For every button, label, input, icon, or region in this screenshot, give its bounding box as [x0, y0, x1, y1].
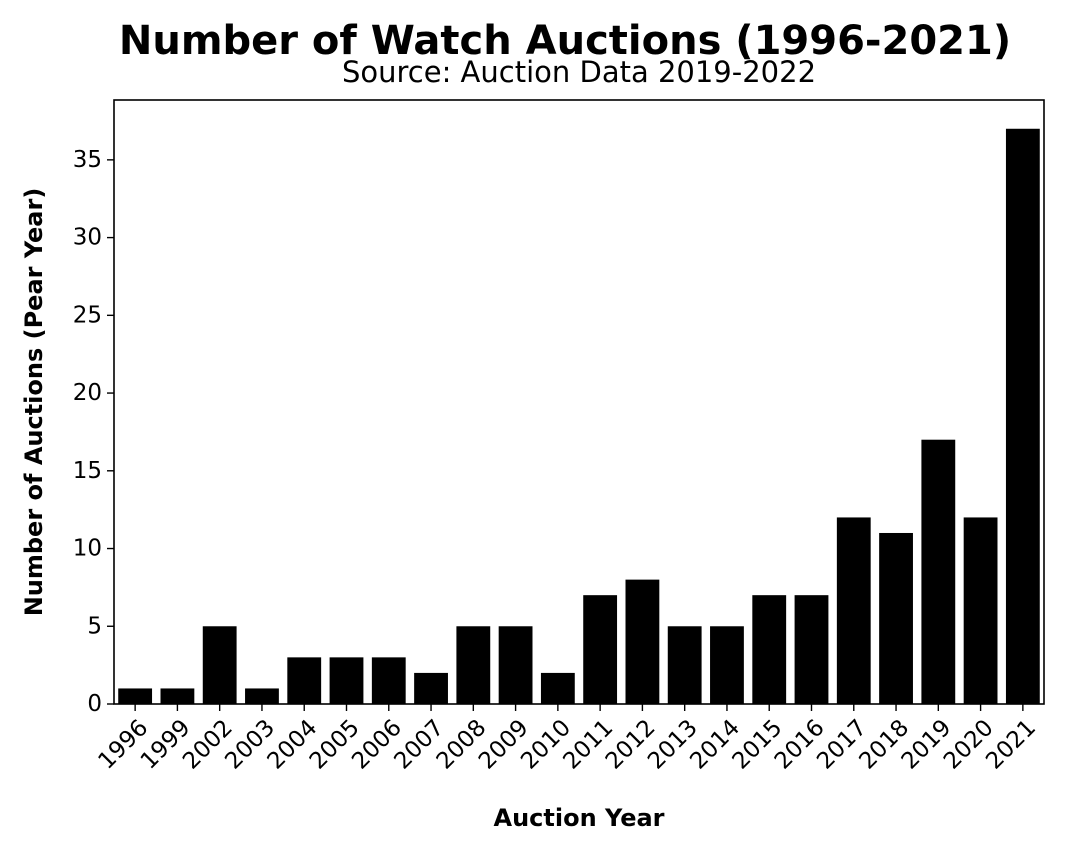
y-tick-label: 30: [73, 225, 102, 251]
bar-2019: [921, 439, 956, 704]
chart-title: Number of Watch Auctions (1996-2021): [119, 18, 1011, 64]
y-axis-ticks: 0 5 10 15 20 25 30 35: [73, 147, 114, 717]
bar-2021: [1005, 128, 1040, 704]
bar-2004: [287, 657, 322, 704]
bar-2012: [625, 579, 660, 704]
bar-2009: [498, 626, 533, 704]
y-tick-label: 20: [73, 380, 102, 406]
bar-2013: [667, 626, 702, 704]
y-tick-label: 5: [87, 613, 102, 639]
bar-2014: [710, 626, 744, 704]
x-axis-ticks: 1996199920022003200420052006200720082009…: [94, 704, 1041, 775]
bar-2008: [456, 626, 491, 704]
bar-2007: [414, 672, 448, 704]
x-axis-label: Auction Year: [494, 804, 665, 832]
bar-2016: [794, 595, 829, 704]
x-tick-label: 2021: [981, 715, 1041, 775]
bar-2018: [879, 532, 913, 704]
bars-group: [118, 128, 1040, 704]
y-tick-label: 0: [87, 691, 102, 717]
y-tick-label: 10: [73, 536, 102, 562]
bar-2011: [583, 595, 618, 704]
bar-2003: [245, 688, 279, 704]
y-axis-label: Number of Auctions (Pear Year): [20, 188, 48, 617]
bar-1996: [118, 688, 153, 704]
bar-2010: [540, 672, 575, 704]
bar-2006: [371, 657, 406, 704]
bar-2017: [836, 517, 871, 704]
plot-frame: [113, 99, 1045, 705]
y-tick-label: 35: [73, 147, 102, 173]
bar-2005: [329, 657, 364, 704]
bar-2002: [202, 626, 237, 704]
y-tick-label: 15: [73, 458, 102, 484]
chart-subtitle: Source: Auction Data 2019-2022: [342, 55, 816, 89]
bar-1999: [160, 688, 195, 704]
bar-2015: [752, 595, 787, 704]
bar-2020: [963, 517, 998, 704]
y-tick-label: 25: [73, 302, 102, 328]
